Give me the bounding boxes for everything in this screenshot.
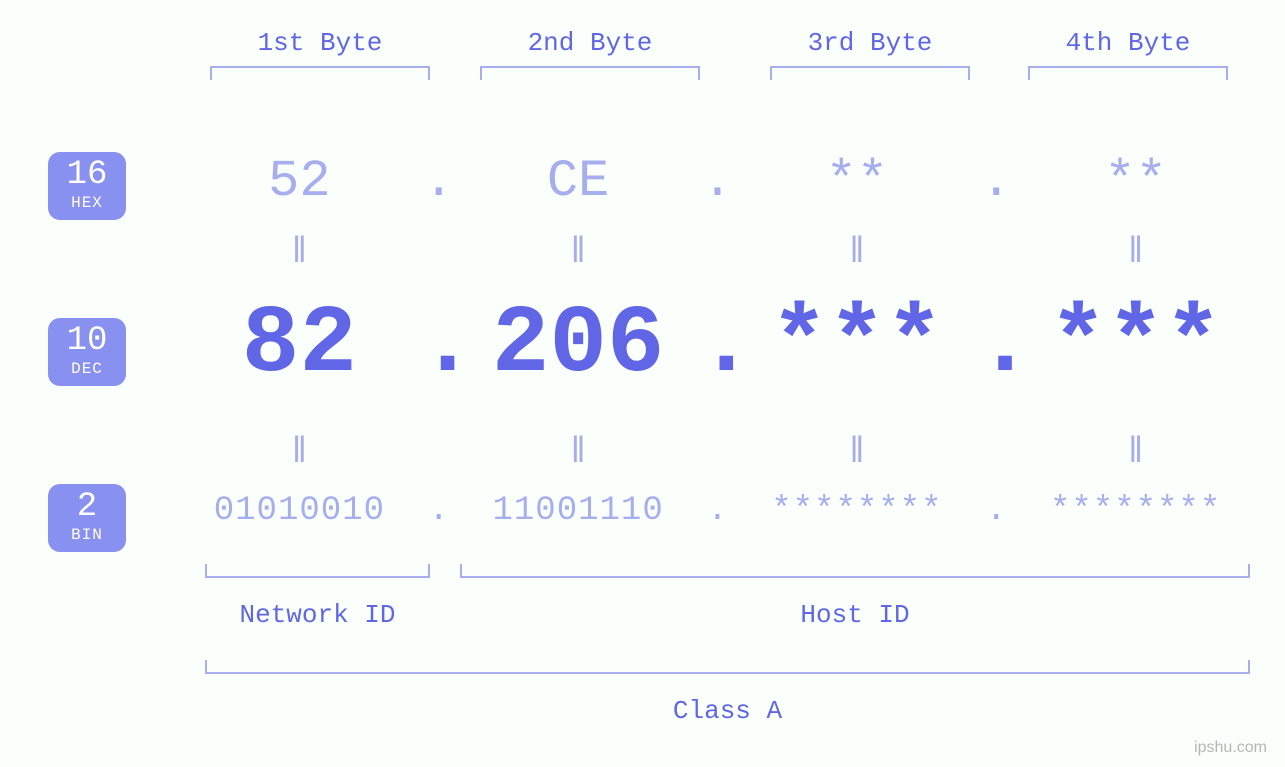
- bin-row: 01010010 . 11001110 . ******** . *******…: [180, 492, 1255, 530]
- equals-icon: ǁ: [1016, 432, 1255, 473]
- equals-icon: ǁ: [180, 232, 419, 273]
- ip-bases-diagram: 1st Byte 2nd Byte 3rd Byte 4th Byte 16 H…: [0, 0, 1285, 767]
- dec-byte-3: ***: [738, 290, 977, 399]
- bracket-icon: [205, 660, 1250, 674]
- dot-separator: .: [419, 290, 459, 399]
- bracket-icon: [770, 66, 970, 80]
- base-name: BIN: [48, 526, 126, 544]
- byte-label: 1st Byte: [210, 28, 430, 58]
- dot-separator: .: [698, 290, 738, 399]
- dot-separator: .: [976, 152, 1016, 211]
- equals-row: ǁ ǁ ǁ ǁ: [180, 232, 1255, 273]
- hex-byte-2: CE: [459, 152, 698, 211]
- bracket-icon: [205, 564, 430, 578]
- watermark: ipshu.com: [1194, 739, 1267, 757]
- base-number: 10: [48, 324, 126, 358]
- dec-byte-1: 82: [180, 290, 419, 399]
- bin-byte-3: ********: [738, 492, 977, 530]
- equals-row: ǁ ǁ ǁ ǁ: [180, 432, 1255, 473]
- hex-byte-3: **: [738, 152, 977, 211]
- dot-separator: .: [976, 290, 1016, 399]
- equals-icon: ǁ: [180, 432, 419, 473]
- hex-byte-4: **: [1016, 152, 1255, 211]
- base-name: DEC: [48, 360, 126, 378]
- dot-separator: .: [419, 152, 459, 211]
- hex-row: 52 . CE . ** . **: [180, 152, 1255, 211]
- equals-icon: ǁ: [738, 432, 977, 473]
- bracket-icon: [480, 66, 700, 80]
- byte-header-3: 3rd Byte: [770, 28, 970, 80]
- bracket-icon: [210, 66, 430, 80]
- bin-byte-4: ********: [1016, 492, 1255, 530]
- equals-icon: ǁ: [738, 232, 977, 273]
- host-id-label: Host ID: [460, 600, 1250, 630]
- base-badge-bin: 2 BIN: [48, 484, 126, 552]
- byte-header-4: 4th Byte: [1028, 28, 1228, 80]
- byte-label: 4th Byte: [1028, 28, 1228, 58]
- dot-separator: .: [419, 492, 459, 530]
- hex-byte-1: 52: [180, 152, 419, 211]
- equals-icon: ǁ: [459, 232, 698, 273]
- base-name: HEX: [48, 194, 126, 212]
- equals-icon: ǁ: [1016, 232, 1255, 273]
- bracket-icon: [460, 564, 1250, 578]
- dot-separator: .: [698, 492, 738, 530]
- bin-byte-1: 01010010: [180, 492, 419, 530]
- dot-separator: .: [976, 492, 1016, 530]
- base-badge-dec: 10 DEC: [48, 318, 126, 386]
- dot-separator: .: [698, 152, 738, 211]
- byte-label: 3rd Byte: [770, 28, 970, 58]
- network-id-label: Network ID: [205, 600, 430, 630]
- base-badge-hex: 16 HEX: [48, 152, 126, 220]
- base-number: 2: [48, 490, 126, 524]
- dec-byte-4: ***: [1016, 290, 1255, 399]
- byte-header-2: 2nd Byte: [480, 28, 700, 80]
- bracket-icon: [1028, 66, 1228, 80]
- dec-row: 82 . 206 . *** . ***: [180, 290, 1255, 399]
- equals-icon: ǁ: [459, 432, 698, 473]
- bin-byte-2: 11001110: [459, 492, 698, 530]
- class-label: Class A: [205, 696, 1250, 726]
- dec-byte-2: 206: [459, 290, 698, 399]
- byte-header-1: 1st Byte: [210, 28, 430, 80]
- byte-label: 2nd Byte: [480, 28, 700, 58]
- base-number: 16: [48, 158, 126, 192]
